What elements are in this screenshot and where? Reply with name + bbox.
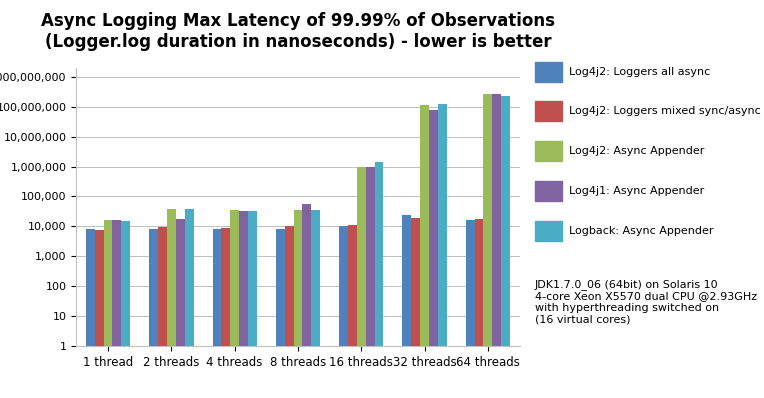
- Text: Log4j2: Loggers all async: Log4j2: Loggers all async: [569, 66, 711, 77]
- Text: Logback: Async Appender: Logback: Async Appender: [569, 226, 714, 236]
- Bar: [230, 210, 239, 398]
- Bar: [411, 218, 420, 398]
- Bar: [293, 210, 303, 398]
- Bar: [167, 209, 176, 398]
- Bar: [239, 211, 248, 398]
- Text: JDK1.7.0_06 (64bit) on Solaris 10
4-core Xeon X5570 dual CPU @2.93GHz
with hyper: JDK1.7.0_06 (64bit) on Solaris 10 4-core…: [535, 279, 757, 324]
- Bar: [403, 215, 411, 398]
- Bar: [420, 105, 429, 398]
- Bar: [303, 204, 311, 398]
- Bar: [348, 225, 357, 398]
- Bar: [112, 220, 121, 398]
- Bar: [438, 104, 447, 398]
- Bar: [466, 220, 474, 398]
- Bar: [357, 167, 366, 398]
- Bar: [339, 226, 348, 398]
- Bar: [212, 229, 222, 398]
- Bar: [121, 221, 130, 398]
- Bar: [429, 110, 438, 398]
- Bar: [484, 94, 492, 398]
- Bar: [185, 209, 193, 398]
- Bar: [222, 228, 230, 398]
- Bar: [276, 229, 285, 398]
- Text: Log4j1: Async Appender: Log4j1: Async Appender: [569, 186, 704, 196]
- Bar: [474, 219, 484, 398]
- Bar: [158, 227, 167, 398]
- Bar: [176, 219, 185, 398]
- Bar: [366, 167, 374, 398]
- Text: Log4j2: Loggers mixed sync/async: Log4j2: Loggers mixed sync/async: [569, 106, 761, 117]
- Text: Async Logging Max Latency of 99.99% of Observations
(Logger.log duration in nano: Async Logging Max Latency of 99.99% of O…: [41, 12, 555, 51]
- Bar: [86, 228, 95, 398]
- Bar: [248, 211, 257, 398]
- Bar: [311, 210, 320, 398]
- Bar: [104, 220, 112, 398]
- Bar: [95, 230, 104, 398]
- Bar: [374, 162, 384, 398]
- Bar: [492, 94, 501, 398]
- Text: Log4j2: Async Appender: Log4j2: Async Appender: [569, 146, 704, 156]
- Bar: [285, 226, 293, 398]
- Bar: [501, 96, 510, 398]
- Bar: [149, 228, 158, 398]
